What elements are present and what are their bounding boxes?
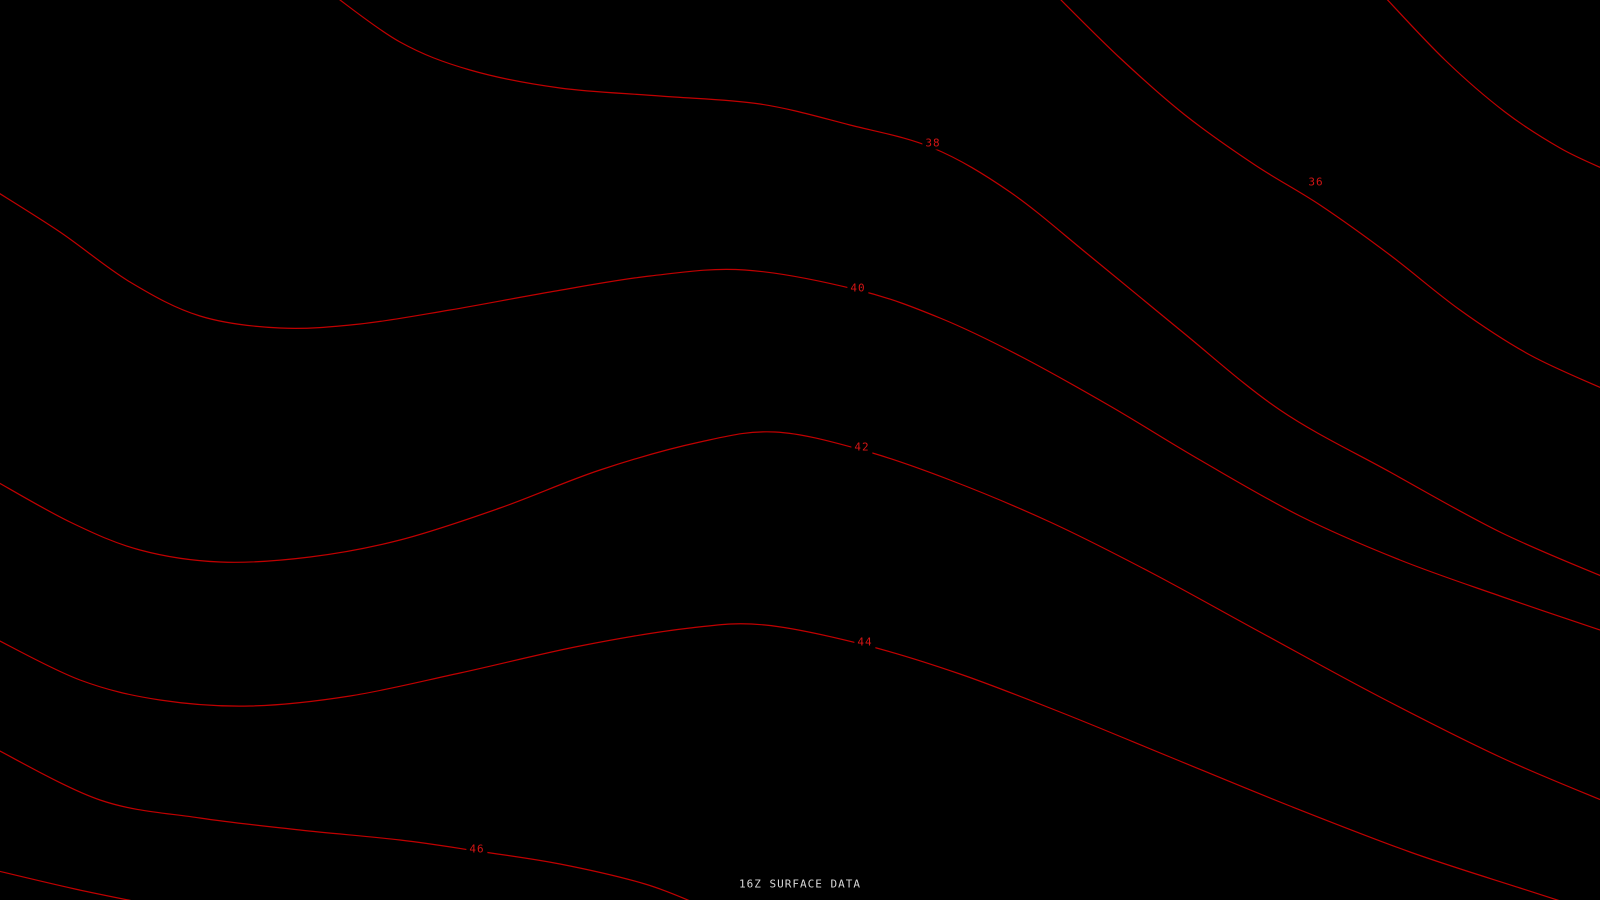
contour-line-34	[1386, 0, 1600, 168]
contour-line-40	[0, 193, 1600, 631]
contour-line-46	[0, 750, 690, 900]
contour-label-42: 42	[851, 440, 873, 454]
contour-line-38	[339, 0, 1600, 577]
contour-line-42	[0, 431, 1600, 801]
contour-label-36: 36	[1305, 175, 1327, 189]
contour-line-44	[0, 623, 1560, 900]
contour-label-40: 40	[847, 281, 869, 295]
contour-label-38: 38	[922, 136, 944, 150]
contour-label-46: 46	[466, 842, 488, 856]
chart-title: 16Z SURFACE DATA	[739, 877, 861, 891]
contour-line-36	[1060, 0, 1600, 388]
contour-label-44: 44	[854, 635, 876, 649]
contour-line-48	[0, 870, 132, 900]
